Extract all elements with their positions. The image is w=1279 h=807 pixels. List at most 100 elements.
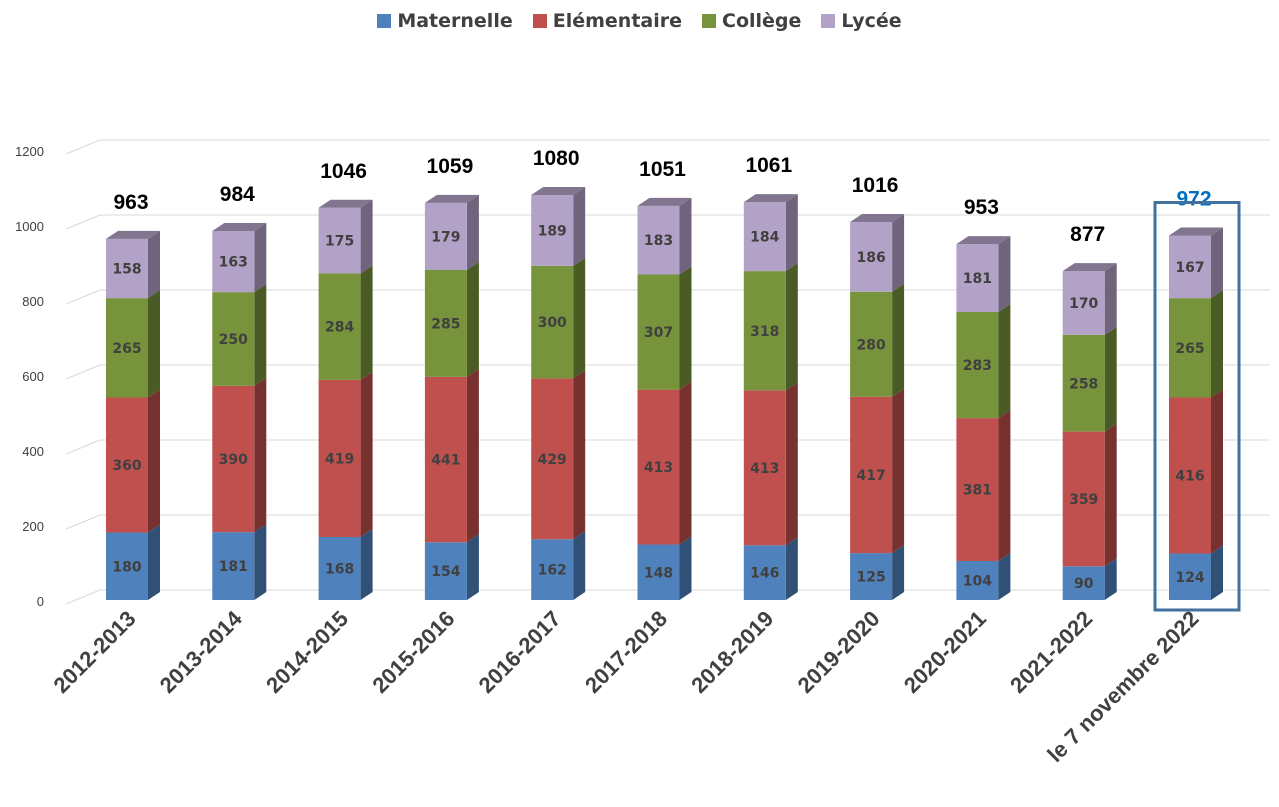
- bar-side-elémentaire: [679, 381, 692, 545]
- bar-side-lycée: [998, 236, 1011, 312]
- data-label: 170: [1069, 296, 1098, 312]
- data-label: 146: [750, 566, 779, 582]
- data-label: 124: [1175, 570, 1204, 586]
- x-tick-label: 2014-2015: [261, 606, 353, 698]
- bar-side-lycée: [1104, 263, 1117, 335]
- bar-top-face: [1169, 227, 1223, 236]
- bar-segment: [106, 532, 148, 600]
- bar-top-face: [850, 214, 905, 222]
- total-label: 984: [220, 183, 255, 206]
- bar-top-face: [212, 223, 267, 231]
- data-label: 265: [1175, 341, 1204, 357]
- bar-segment: [956, 244, 999, 312]
- data-label: 285: [431, 316, 460, 332]
- data-label: 283: [963, 358, 992, 374]
- bar-side-elémentaire: [892, 388, 905, 554]
- bar-side-maternelle: [466, 534, 479, 600]
- legend-item-elementaire: Elémentaire: [532, 10, 682, 32]
- legend: Maternelle Elémentaire Collège Lycée: [0, 10, 1279, 32]
- total-label: 963: [113, 191, 148, 214]
- x-tick-label: 2018-2019: [686, 606, 778, 698]
- data-label: 280: [856, 337, 885, 353]
- bar-segment: [1169, 235, 1211, 299]
- total-label: 953: [964, 196, 999, 219]
- bar-side-lycée: [360, 199, 373, 274]
- x-tick-label: 2015-2016: [367, 606, 459, 698]
- bar-segment: [106, 298, 148, 398]
- gridline-side: [65, 214, 101, 230]
- data-label: 183: [644, 233, 673, 249]
- bar-segment: [318, 379, 361, 537]
- bar-segment: [424, 376, 467, 543]
- bar-side-maternelle: [998, 553, 1011, 600]
- total-label: 1046: [320, 160, 367, 183]
- bar-segment: [424, 542, 467, 600]
- bar-segment: [850, 553, 893, 600]
- legend-item-lycee: Lycée: [821, 10, 902, 32]
- data-label: 181: [219, 559, 248, 575]
- data-label: 162: [538, 563, 567, 579]
- bar-side-lycée: [785, 194, 798, 272]
- y-tick-label: 800: [22, 294, 44, 309]
- data-label: 184: [750, 230, 779, 246]
- bar-segment: [637, 389, 680, 545]
- legend-label-maternelle: Maternelle: [397, 10, 513, 32]
- bar-side-maternelle: [679, 536, 692, 600]
- bar-side-maternelle: [1104, 558, 1117, 600]
- total-label: 1051: [639, 158, 686, 181]
- data-label: 359: [1069, 492, 1098, 508]
- x-tick-label: 2021-2022: [1005, 606, 1097, 698]
- bar-side-elémentaire: [466, 368, 479, 543]
- data-label: 186: [856, 250, 885, 266]
- bar-segment: [1062, 334, 1105, 432]
- bar-side-lycée: [254, 223, 267, 293]
- bar-side-collège: [892, 283, 905, 397]
- bar-side-lycée: [148, 230, 160, 299]
- highlight-box: [1153, 201, 1241, 612]
- legend-label-lycee: Lycée: [841, 10, 902, 32]
- gridline-side: [65, 589, 101, 605]
- bar-side-collège: [573, 257, 586, 379]
- data-label: 300: [538, 315, 567, 331]
- x-tick-label: 2016-2017: [474, 606, 566, 698]
- bar-segment: [424, 202, 467, 270]
- bar-segment: [956, 561, 999, 600]
- bar-side-collège: [466, 262, 479, 377]
- data-label: 180: [112, 559, 141, 575]
- bar-side-elémentaire: [785, 382, 798, 546]
- data-label: 148: [644, 565, 673, 581]
- gridline-side: [65, 439, 101, 455]
- legend-swatch-lycee: [821, 14, 836, 28]
- bar-side-elémentaire: [360, 371, 373, 537]
- bar-top-face: [531, 187, 586, 195]
- bar-segment: [1062, 566, 1105, 600]
- bar-segment: [106, 238, 148, 299]
- data-label: 413: [750, 461, 779, 477]
- data-label: 307: [644, 325, 673, 341]
- bar-top-face: [637, 197, 692, 206]
- data-label: 175: [325, 234, 354, 250]
- data-label: 179: [431, 229, 460, 245]
- bar-side-collège: [1104, 326, 1117, 432]
- legend-swatch-elementaire: [532, 14, 547, 28]
- data-label: 168: [325, 562, 354, 578]
- bar-side-collège: [679, 266, 692, 390]
- legend-label-college: Collège: [722, 10, 802, 32]
- total-label: 1059: [427, 155, 474, 178]
- gridline-side: [65, 139, 101, 155]
- bar-side-collège: [998, 304, 1011, 419]
- total-label: 877: [1070, 223, 1105, 246]
- bar-side-maternelle: [892, 545, 905, 600]
- total-label: 1061: [745, 154, 792, 177]
- bar-segment: [531, 195, 574, 266]
- bar-segment: [1169, 298, 1211, 398]
- data-label: 250: [219, 332, 248, 348]
- data-label: 417: [856, 468, 885, 484]
- bar-side-lycée: [466, 194, 479, 270]
- bar-segment: [850, 291, 893, 397]
- bar-side-collège: [254, 284, 267, 386]
- data-label: 318: [750, 324, 779, 340]
- x-tick-label: 2017-2018: [580, 606, 672, 698]
- bar-side-maternelle: [573, 531, 586, 600]
- bar-segment: [850, 222, 893, 292]
